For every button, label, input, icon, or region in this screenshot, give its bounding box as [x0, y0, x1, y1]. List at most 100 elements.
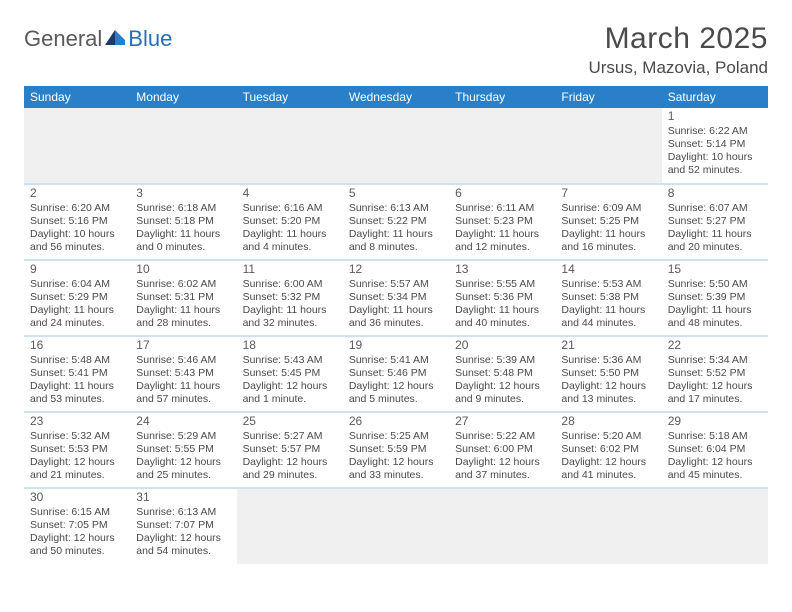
calendar-cell: 18Sunrise: 5:43 AMSunset: 5:45 PMDayligh…	[237, 336, 343, 412]
daylight-text: Daylight: 12 hours and 50 minutes.	[30, 532, 124, 558]
calendar-cell-empty	[237, 108, 343, 184]
day-number: 17	[136, 338, 230, 353]
sunrise-text: Sunrise: 5:50 AM	[668, 278, 762, 291]
sunrise-text: Sunrise: 5:22 AM	[455, 430, 549, 443]
daylight-text: Daylight: 12 hours and 25 minutes.	[136, 456, 230, 482]
sunset-text: Sunset: 7:07 PM	[136, 519, 230, 532]
sunset-text: Sunset: 7:05 PM	[30, 519, 124, 532]
day-number: 5	[349, 186, 443, 201]
calendar-cell-empty	[555, 108, 661, 184]
day-number: 19	[349, 338, 443, 353]
calendar-cell: 17Sunrise: 5:46 AMSunset: 5:43 PMDayligh…	[130, 336, 236, 412]
sunset-text: Sunset: 5:31 PM	[136, 291, 230, 304]
day-number: 12	[349, 262, 443, 277]
daylight-text: Daylight: 11 hours and 12 minutes.	[455, 228, 549, 254]
day-number: 9	[30, 262, 124, 277]
sunrise-text: Sunrise: 6:02 AM	[136, 278, 230, 291]
sunset-text: Sunset: 5:53 PM	[30, 443, 124, 456]
calendar-cell: 30Sunrise: 6:15 AMSunset: 7:05 PMDayligh…	[24, 488, 130, 564]
daylight-text: Daylight: 12 hours and 45 minutes.	[668, 456, 762, 482]
day-number: 11	[243, 262, 337, 277]
daylight-text: Daylight: 11 hours and 36 minutes.	[349, 304, 443, 330]
day-number: 14	[561, 262, 655, 277]
daylight-text: Daylight: 12 hours and 41 minutes.	[561, 456, 655, 482]
calendar-cell-empty	[24, 108, 130, 184]
daylight-text: Daylight: 10 hours and 56 minutes.	[30, 228, 124, 254]
sunset-text: Sunset: 5:36 PM	[455, 291, 549, 304]
day-number: 27	[455, 414, 549, 429]
daylight-text: Daylight: 12 hours and 21 minutes.	[30, 456, 124, 482]
day-number: 6	[455, 186, 549, 201]
day-number: 30	[30, 490, 124, 505]
day-number: 25	[243, 414, 337, 429]
logo-text-1: General	[24, 26, 102, 52]
daylight-text: Daylight: 12 hours and 9 minutes.	[455, 380, 549, 406]
sunset-text: Sunset: 5:45 PM	[243, 367, 337, 380]
calendar-cell: 5Sunrise: 6:13 AMSunset: 5:22 PMDaylight…	[343, 184, 449, 260]
calendar-row: 30Sunrise: 6:15 AMSunset: 7:05 PMDayligh…	[24, 488, 768, 564]
location: Ursus, Mazovia, Poland	[588, 58, 768, 78]
sunrise-text: Sunrise: 5:43 AM	[243, 354, 337, 367]
calendar-cell: 11Sunrise: 6:00 AMSunset: 5:32 PMDayligh…	[237, 260, 343, 336]
daylight-text: Daylight: 12 hours and 13 minutes.	[561, 380, 655, 406]
daylight-text: Daylight: 11 hours and 48 minutes.	[668, 304, 762, 330]
sunset-text: Sunset: 5:38 PM	[561, 291, 655, 304]
day-number: 22	[668, 338, 762, 353]
sunset-text: Sunset: 5:41 PM	[30, 367, 124, 380]
sunset-text: Sunset: 6:02 PM	[561, 443, 655, 456]
day-number: 4	[243, 186, 337, 201]
sunrise-text: Sunrise: 6:20 AM	[30, 202, 124, 215]
title-block: March 2025 Ursus, Mazovia, Poland	[588, 22, 768, 78]
calendar-cell: 10Sunrise: 6:02 AMSunset: 5:31 PMDayligh…	[130, 260, 236, 336]
sunset-text: Sunset: 5:34 PM	[349, 291, 443, 304]
sunset-text: Sunset: 5:46 PM	[349, 367, 443, 380]
sunrise-text: Sunrise: 5:39 AM	[455, 354, 549, 367]
day-number: 26	[349, 414, 443, 429]
sunrise-text: Sunrise: 6:13 AM	[349, 202, 443, 215]
daylight-text: Daylight: 12 hours and 37 minutes.	[455, 456, 549, 482]
sunrise-text: Sunrise: 6:07 AM	[668, 202, 762, 215]
sunrise-text: Sunrise: 5:32 AM	[30, 430, 124, 443]
sunset-text: Sunset: 5:57 PM	[243, 443, 337, 456]
weekday-header: Sunday	[24, 86, 130, 108]
calendar-cell: 16Sunrise: 5:48 AMSunset: 5:41 PMDayligh…	[24, 336, 130, 412]
sunset-text: Sunset: 5:22 PM	[349, 215, 443, 228]
calendar-cell: 6Sunrise: 6:11 AMSunset: 5:23 PMDaylight…	[449, 184, 555, 260]
day-number: 15	[668, 262, 762, 277]
daylight-text: Daylight: 11 hours and 53 minutes.	[30, 380, 124, 406]
sunrise-text: Sunrise: 6:16 AM	[243, 202, 337, 215]
weekday-header: Tuesday	[237, 86, 343, 108]
daylight-text: Daylight: 12 hours and 29 minutes.	[243, 456, 337, 482]
sunrise-text: Sunrise: 6:18 AM	[136, 202, 230, 215]
sunrise-text: Sunrise: 6:11 AM	[455, 202, 549, 215]
sunrise-text: Sunrise: 6:04 AM	[30, 278, 124, 291]
calendar-cell-empty	[237, 488, 343, 564]
sunset-text: Sunset: 5:55 PM	[136, 443, 230, 456]
weekday-header: Monday	[130, 86, 236, 108]
calendar-cell-empty	[449, 108, 555, 184]
calendar-cell: 9Sunrise: 6:04 AMSunset: 5:29 PMDaylight…	[24, 260, 130, 336]
sunrise-text: Sunrise: 5:27 AM	[243, 430, 337, 443]
day-number: 29	[668, 414, 762, 429]
daylight-text: Daylight: 12 hours and 1 minute.	[243, 380, 337, 406]
logo: General Blue	[24, 22, 172, 52]
sunrise-text: Sunrise: 5:25 AM	[349, 430, 443, 443]
calendar-cell-empty	[343, 108, 449, 184]
day-number: 8	[668, 186, 762, 201]
calendar-cell: 25Sunrise: 5:27 AMSunset: 5:57 PMDayligh…	[237, 412, 343, 488]
sunrise-text: Sunrise: 5:57 AM	[349, 278, 443, 291]
sunrise-text: Sunrise: 5:36 AM	[561, 354, 655, 367]
day-number: 1	[668, 109, 762, 124]
calendar-cell-empty	[555, 488, 661, 564]
sunrise-text: Sunrise: 5:18 AM	[668, 430, 762, 443]
calendar-cell: 15Sunrise: 5:50 AMSunset: 5:39 PMDayligh…	[662, 260, 768, 336]
sunset-text: Sunset: 5:18 PM	[136, 215, 230, 228]
day-number: 10	[136, 262, 230, 277]
day-number: 16	[30, 338, 124, 353]
calendar-table: SundayMondayTuesdayWednesdayThursdayFrid…	[24, 86, 768, 564]
daylight-text: Daylight: 11 hours and 16 minutes.	[561, 228, 655, 254]
daylight-text: Daylight: 11 hours and 8 minutes.	[349, 228, 443, 254]
day-number: 3	[136, 186, 230, 201]
sunset-text: Sunset: 5:23 PM	[455, 215, 549, 228]
calendar-cell: 13Sunrise: 5:55 AMSunset: 5:36 PMDayligh…	[449, 260, 555, 336]
